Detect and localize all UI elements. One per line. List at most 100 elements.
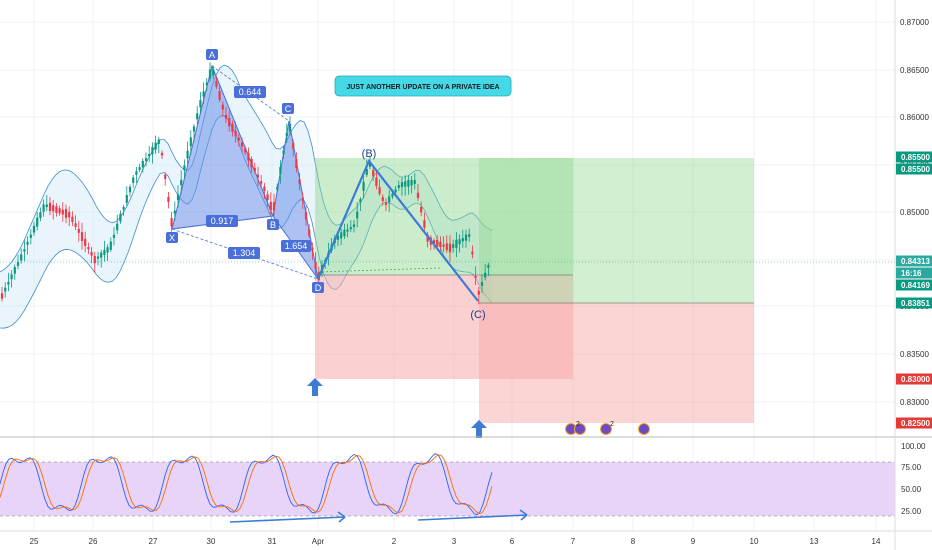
candle — [125, 186, 128, 207]
price-tick-label: 0.86000 — [900, 113, 929, 122]
event-badge-3[interactable] — [638, 423, 650, 435]
candle — [71, 211, 74, 227]
svg-text:B: B — [270, 220, 276, 230]
svg-text:X: X — [169, 233, 175, 243]
price-badge: 0.85500 — [896, 163, 932, 175]
candle — [106, 244, 109, 261]
candle — [157, 136, 160, 153]
candle — [298, 172, 301, 191]
svg-text:C: C — [285, 104, 292, 114]
candle — [260, 175, 263, 188]
candle — [477, 287, 480, 305]
event-badge-group-1[interactable]: 2 — [565, 421, 586, 435]
candle — [285, 123, 288, 143]
candle — [295, 152, 298, 173]
divergence-line-1[interactable] — [229, 516, 346, 523]
candle — [272, 193, 276, 216]
price-axis-badges: 0.85500 0.85500 0.84313 16:16 0.84169 0.83851… — [896, 151, 932, 429]
point-c-label[interactable]: C — [282, 103, 294, 114]
candle — [407, 175, 410, 195]
candle — [439, 236, 442, 254]
price-tick-label: 0.83000 — [900, 398, 929, 407]
candle — [196, 106, 199, 125]
svg-text:16:16: 16:16 — [901, 269, 922, 278]
price-badge: 0.82500 — [896, 417, 932, 429]
point-x-label[interactable]: X — [166, 232, 178, 243]
candle — [77, 220, 80, 242]
candle — [269, 192, 272, 216]
oscillator-axis[interactable]: 100.00 75.00 50.00 25.00 — [901, 442, 926, 516]
svg-text:0.84169: 0.84169 — [901, 281, 930, 290]
svg-text:0.82500: 0.82500 — [901, 419, 930, 428]
candle — [164, 172, 167, 186]
candle — [61, 202, 64, 222]
candle — [420, 201, 423, 217]
ratio-ac-label[interactable]: 0.644 — [234, 86, 266, 98]
candle — [112, 227, 116, 246]
dotted-level-line — [317, 267, 441, 273]
candle — [234, 121, 237, 143]
candle — [340, 228, 343, 246]
candle — [74, 215, 77, 230]
ratio-xd-label[interactable]: 1.304 — [228, 247, 260, 259]
candle — [266, 190, 269, 207]
callout-note[interactable]: JUST ANOTHER UPDATE ON A PRIVATE IDEA — [334, 75, 512, 97]
time-axis[interactable]: 25 26 27 30 31 Apr 2 3 6 7 8 9 10 13 14 — [30, 537, 881, 546]
candle — [282, 145, 285, 159]
candle — [231, 120, 234, 137]
candle — [461, 229, 464, 248]
date-tick-label: 7 — [571, 537, 576, 546]
grid-lines — [0, 0, 895, 531]
wave-abc-line[interactable] — [316, 158, 479, 302]
candle — [23, 239, 26, 262]
candle — [388, 190, 391, 212]
candle — [16, 254, 20, 270]
candle — [183, 159, 186, 178]
price-tick-label: 0.83500 — [900, 350, 929, 359]
divergence-arrow-1 — [337, 511, 346, 523]
candle — [218, 85, 221, 103]
ratio-bd-label[interactable]: 1.654 — [281, 240, 311, 252]
divergence-line-2[interactable] — [417, 514, 528, 521]
arrow-up-icon[interactable] — [307, 378, 323, 396]
candle — [90, 246, 93, 264]
candle — [4, 282, 7, 298]
arrow-up-icon[interactable] — [471, 420, 487, 438]
candle — [144, 152, 148, 167]
wave-c-label[interactable]: (C) — [470, 309, 485, 321]
candle — [484, 264, 487, 281]
candle — [96, 251, 100, 266]
svg-text:0.84313: 0.84313 — [901, 257, 930, 266]
date-tick-label: 10 — [750, 537, 759, 546]
candle — [64, 204, 68, 224]
candle — [375, 170, 378, 190]
ratio-xb-label[interactable]: 0.917 — [206, 215, 238, 227]
point-d-label[interactable]: D — [312, 282, 324, 293]
candle — [263, 182, 266, 199]
candle — [154, 135, 157, 154]
event-badge-group-2[interactable]: 2 — [600, 421, 615, 435]
candle — [189, 130, 192, 155]
candle — [119, 210, 122, 224]
point-a-label[interactable]: A — [206, 49, 218, 60]
candle — [471, 245, 474, 259]
candle — [292, 139, 295, 157]
date-tick-label: 31 — [268, 537, 277, 546]
candle — [39, 207, 42, 222]
stoch-k-line — [0, 453, 493, 516]
candle — [93, 251, 96, 273]
candle — [314, 252, 317, 275]
candle — [128, 184, 132, 197]
date-tick-label: 26 — [89, 537, 98, 546]
candle — [205, 77, 208, 91]
candle — [426, 231, 429, 248]
price-axis[interactable]: 0.870000.865000.860000.855000.850000.845… — [900, 18, 929, 407]
point-b-label[interactable]: B — [267, 219, 279, 230]
candle — [276, 183, 279, 193]
profit-zone-2[interactable] — [479, 158, 754, 303]
candle — [436, 235, 439, 250]
wave-b-label[interactable]: (B) — [362, 148, 377, 160]
svg-text:0.85500: 0.85500 — [901, 165, 930, 174]
loss-zone-2[interactable] — [479, 303, 754, 423]
